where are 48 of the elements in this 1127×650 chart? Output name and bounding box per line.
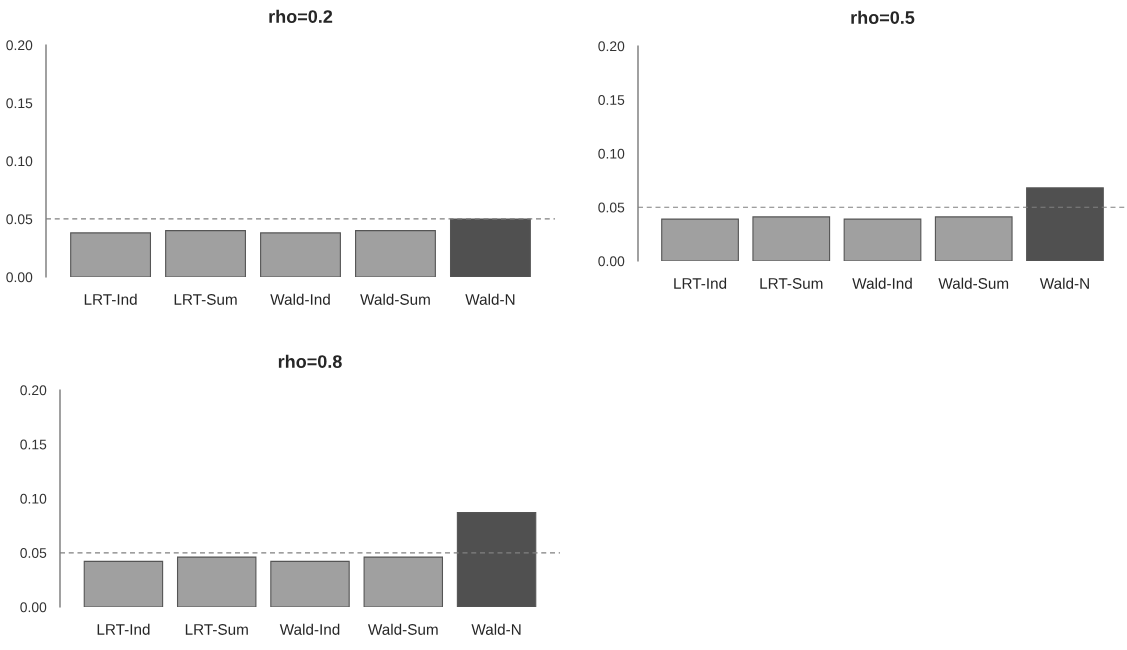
bar — [260, 232, 341, 277]
bar — [363, 556, 444, 607]
y-tick-label: 0.20 — [20, 385, 47, 396]
bar — [934, 216, 1013, 261]
x-tick-label: Wald-N — [471, 623, 521, 635]
x-tick-label: LRT-Ind — [84, 293, 137, 305]
y-tick-label: 0.20 — [598, 41, 625, 52]
y-tick-label: 0.15 — [20, 439, 47, 450]
x-tick-label: LRT-Sum — [760, 278, 823, 289]
y-tick-label: 0.05 — [598, 202, 625, 213]
x-tick-label: LRT-Ind — [674, 277, 727, 289]
y-tick-label: 0.00 — [598, 256, 625, 267]
bar — [83, 560, 164, 607]
y-tick-label: 0.05 — [20, 548, 47, 558]
y-tick-label: 0.10 — [6, 156, 33, 167]
bar — [752, 216, 831, 261]
y-tick-label: 0.05 — [6, 214, 33, 225]
y-tick-label: 0.00 — [20, 602, 47, 613]
x-tick-label: Wald-Sum — [367, 623, 438, 635]
y-tick-label: 0.10 — [598, 148, 625, 159]
bar — [843, 218, 922, 261]
x-tick-label: Wald-Ind — [852, 277, 912, 289]
x-tick-label: Wald-Sum — [360, 293, 430, 305]
x-tick-label: Wald-Sum — [938, 277, 1009, 289]
y-tick-label: 0.10 — [20, 493, 47, 504]
x-tick-label: Wald-Ind — [270, 293, 330, 305]
bar — [270, 560, 350, 607]
chart-title: rho=0.2 — [269, 9, 333, 23]
x-tick-label: LRT-Sum — [185, 624, 248, 635]
chart-title: rho=0.5 — [851, 10, 915, 24]
bar — [661, 218, 739, 261]
bar — [70, 232, 152, 277]
bar — [456, 512, 537, 607]
bar — [449, 218, 531, 277]
bar — [355, 230, 436, 277]
x-tick-label: LRT-Sum — [174, 294, 237, 305]
y-tick-label: 0.15 — [6, 98, 33, 109]
y-tick-label: 0.20 — [6, 40, 33, 51]
bar — [165, 230, 246, 277]
bar — [1026, 187, 1104, 261]
chart-title: rho=0.8 — [278, 354, 342, 368]
y-tick-label: 0.00 — [6, 272, 33, 283]
y-tick-label: 0.15 — [598, 95, 625, 105]
x-tick-label: Wald-N — [465, 293, 515, 305]
x-tick-label: Wald-Ind — [279, 623, 340, 635]
x-tick-label: Wald-N — [1039, 277, 1089, 289]
x-tick-label: LRT-Ind — [97, 623, 150, 635]
bar — [176, 556, 257, 607]
